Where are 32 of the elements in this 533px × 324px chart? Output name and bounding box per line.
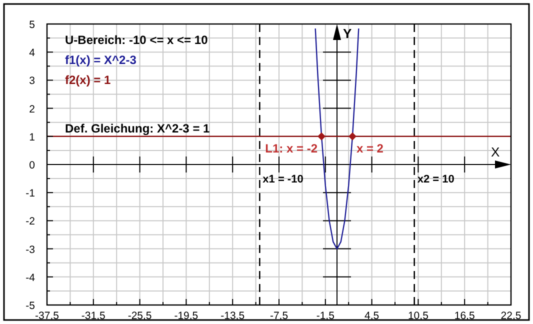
y-tick-label: 5 <box>29 19 36 31</box>
y-tick-label: -1 <box>26 188 36 200</box>
y-tick-label: 1 <box>29 131 36 144</box>
text: f2(x) = 1 <box>65 73 112 87</box>
x-tick-label: -19,5 <box>174 310 198 322</box>
annotation: x = 2 <box>356 141 384 156</box>
y-tick-label: -5 <box>26 300 36 312</box>
x-tick-label: -13,5 <box>220 310 245 322</box>
y-tick-label: -2 <box>26 216 36 228</box>
y-tick-label: 4 <box>29 47 36 60</box>
annotation: Def. Gleichung: X^2-3 = 1 <box>65 121 210 136</box>
y-tick-label: 2 <box>29 103 36 116</box>
x-tick-label: 4,5 <box>364 310 380 322</box>
annotation: L1: x = -2 <box>265 141 318 156</box>
x-tick-label: -37,5 <box>35 310 60 322</box>
y-tick-label: -4 <box>26 272 36 284</box>
x-tick-label: -1,5 <box>316 310 335 322</box>
y-tick-label: -3 <box>26 244 36 256</box>
ref-line-label: x1 = -10 <box>262 174 304 186</box>
x-tick-label: 16,5 <box>454 310 475 322</box>
text: f1(x) = X^2-3 <box>65 53 137 67</box>
x-tick-label: -31,5 <box>81 310 106 322</box>
x-tick-label: 22,5 <box>500 310 522 322</box>
x-tick-label: -25,5 <box>128 310 152 322</box>
ref-line-label: x2 = 10 <box>417 174 454 186</box>
x-tick-label: -7,5 <box>270 310 288 322</box>
y-tick-label: 3 <box>29 75 36 88</box>
x-axis-title: X <box>491 144 500 160</box>
y-axis-title: Y <box>343 26 352 41</box>
x-tick-label: 10,5 <box>408 310 429 322</box>
y-tick-label: 0 <box>29 160 36 172</box>
annotation: U-Bereich: -10 <= x <= 10 <box>65 33 208 47</box>
